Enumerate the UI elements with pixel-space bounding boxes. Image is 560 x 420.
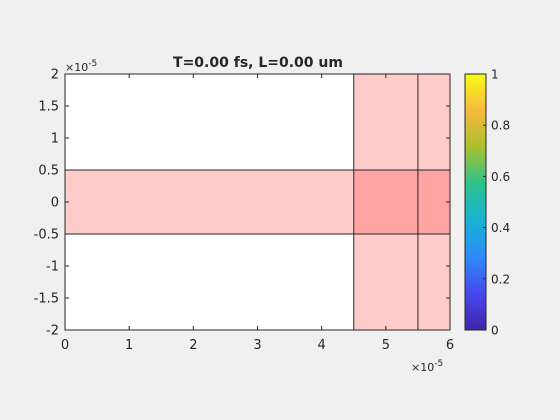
x-axis-ticks: 0 1 2 3 4 5 6 <box>61 74 454 353</box>
y-tick-label: 2 <box>51 68 59 83</box>
colorbar-ticks: 0 0.2 0.4 0.6 0.8 1 <box>483 68 510 338</box>
x-tick-label: 0 <box>61 338 69 353</box>
y-tick-label: 0.5 <box>38 164 59 179</box>
region-overlap-1 <box>353 170 418 234</box>
x-tick-label: 5 <box>382 338 390 353</box>
region-overlap-2 <box>417 170 450 234</box>
colorbar-tick-label: 1 <box>491 68 499 82</box>
boundary-lines <box>65 74 450 330</box>
y-tick-label: 1.5 <box>38 100 59 115</box>
x-exponent-base: ×10 <box>411 361 434 374</box>
colorbar-tick-label: 0.2 <box>491 272 510 286</box>
colorbar: 0 0.2 0.4 0.6 0.8 1 <box>464 68 510 338</box>
axes: 0 1 2 3 4 5 6 2 1.5 1 0.5 0 -0.5 -1 -1.5 -2 <box>34 68 455 354</box>
x-tick-label: 1 <box>125 338 133 353</box>
colorbar-tick-label: 0 <box>491 324 499 338</box>
x-exponent-power: -5 <box>434 359 443 369</box>
y-axis-ticks: 2 1.5 1 0.5 0 -0.5 -1 -1.5 -2 <box>34 68 450 339</box>
x-tick-label: 2 <box>189 338 197 353</box>
x-tick-label: 3 <box>253 338 261 353</box>
y-tick-label: 0 <box>51 196 59 211</box>
regions-layer <box>65 74 450 330</box>
chart-title: T=0.00 fs, L=0.00 um <box>173 55 343 71</box>
y-tick-label: -2 <box>46 324 59 339</box>
y-exponent-base: ×10 <box>65 61 88 74</box>
colorbar-tick-label: 0.6 <box>491 170 510 184</box>
x-tick-label: 4 <box>318 338 326 353</box>
y-tick-label: -1.5 <box>34 292 59 307</box>
y-tick-label: 1 <box>51 132 59 147</box>
y-exponent-label: ×10-5 <box>65 59 97 74</box>
y-tick-label: -0.5 <box>34 228 59 243</box>
y-tick-label: -1 <box>46 260 59 275</box>
colorbar-tick-label: 0.4 <box>491 221 510 235</box>
y-exponent-power: -5 <box>88 59 97 69</box>
colorbar-tick-label: 0.8 <box>491 119 510 133</box>
colorbar-gradient <box>464 73 487 331</box>
x-tick-label: 6 <box>446 338 454 353</box>
x-exponent-label: ×10-5 <box>411 359 443 374</box>
